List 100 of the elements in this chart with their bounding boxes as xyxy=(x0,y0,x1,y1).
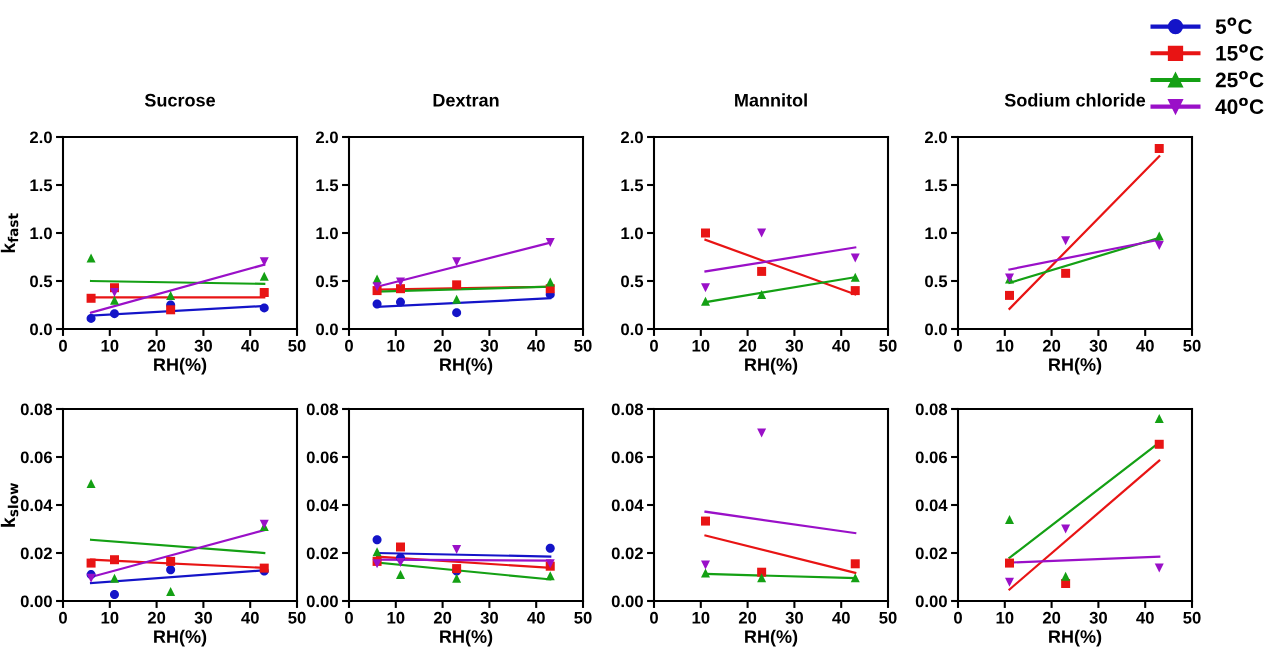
x-tick-label: 20 xyxy=(433,339,452,352)
y-tick-label: 0.08 xyxy=(611,403,644,416)
x-tick-label: 30 xyxy=(1089,339,1107,352)
x-tick-label: 40 xyxy=(1136,611,1154,624)
x-tick-label: 0 xyxy=(345,339,353,352)
x-tick-label: 0 xyxy=(650,611,658,624)
x-axis-title: RH(%) xyxy=(154,629,207,647)
y-tick-label: 0.02 xyxy=(306,547,338,560)
y-tick-label: 0.08 xyxy=(306,403,339,416)
legend-label: 40$^{o}$C xyxy=(1215,97,1264,115)
y-tick-label: 0.0 xyxy=(925,323,947,336)
x-tick-label: 20 xyxy=(738,339,757,352)
x-tick-label: 20 xyxy=(433,611,452,624)
legend-label: 15$^{o}$C xyxy=(1216,44,1264,61)
x-axis-title: RH(%) xyxy=(745,629,798,647)
y-tick-label: 1.0 xyxy=(30,227,52,240)
y-tick-label: 2.0 xyxy=(924,131,947,144)
x-tick-label: 10 xyxy=(996,339,1014,352)
x-tick-label: 10 xyxy=(692,611,710,624)
x-tick-label: 10 xyxy=(387,339,405,352)
y-tick-label: 2.0 xyxy=(29,131,52,144)
x-tick-label: 40 xyxy=(527,611,545,624)
x-tick-label: 30 xyxy=(194,611,212,624)
x-tick-label: 40 xyxy=(832,611,850,624)
x-tick-label: 20 xyxy=(738,611,757,624)
y-tick-label: 0.02 xyxy=(20,547,52,560)
y-axis-title: k$_{slow}$ xyxy=(0,482,19,527)
x-tick-label: 30 xyxy=(480,611,498,624)
y-tick-label: 0.5 xyxy=(925,275,948,288)
x-tick-label: 10 xyxy=(101,611,119,624)
x-axis-title: RH(%) xyxy=(1049,357,1102,375)
y-tick-label: 0.08 xyxy=(915,403,948,416)
x-tick-label: 30 xyxy=(1089,611,1107,624)
y-tick-label: 0.5 xyxy=(316,275,339,288)
x-tick-label: 0 xyxy=(59,611,67,624)
y-tick-label: 0.0 xyxy=(316,323,338,336)
x-tick-label: 50 xyxy=(1183,611,1201,624)
x-tick-label: 20 xyxy=(1042,611,1061,624)
x-tick-label: 40 xyxy=(527,339,545,352)
y-tick-label: 0.0 xyxy=(621,323,643,336)
x-tick-label: 0 xyxy=(954,611,962,624)
y-tick-label: 0.00 xyxy=(915,595,947,608)
x-tick-label: 10 xyxy=(996,611,1014,624)
y-tick-label: 0.00 xyxy=(306,595,338,608)
x-tick-label: 10 xyxy=(387,611,405,624)
y-tick-label: 0.00 xyxy=(611,595,643,608)
chart-title: Sodium chloride xyxy=(1004,93,1146,107)
x-tick-label: 30 xyxy=(785,339,803,352)
y-tick-label: 1.0 xyxy=(621,227,643,240)
y-tick-label: 1.0 xyxy=(316,227,338,240)
x-tick-label: 40 xyxy=(241,339,259,352)
x-tick-label: 0 xyxy=(650,339,658,352)
y-tick-label: 0.5 xyxy=(30,275,53,288)
y-tick-label: 0.00 xyxy=(20,595,52,608)
x-tick-label: 30 xyxy=(785,611,803,624)
x-axis-title: RH(%) xyxy=(745,357,798,375)
chart-title: Dextran xyxy=(433,94,499,107)
y-tick-label: 0.06 xyxy=(611,451,643,464)
x-tick-label: 20 xyxy=(147,611,166,624)
x-tick-label: 30 xyxy=(480,339,498,352)
y-tick-label: 1.5 xyxy=(925,179,948,192)
x-tick-label: 50 xyxy=(288,339,306,352)
y-tick-label: 2.0 xyxy=(620,131,643,144)
y-tick-label: 0.04 xyxy=(915,499,948,512)
x-tick-label: 40 xyxy=(832,339,850,352)
y-tick-label: 0.5 xyxy=(621,275,644,288)
x-tick-label: 0 xyxy=(59,339,67,352)
x-tick-label: 50 xyxy=(879,611,897,624)
x-tick-label: 50 xyxy=(1183,339,1201,352)
y-tick-label: 1.5 xyxy=(621,179,644,192)
y-tick-label: 1.5 xyxy=(30,179,53,192)
y-tick-label: 0.06 xyxy=(915,451,947,464)
x-tick-label: 20 xyxy=(1042,339,1061,352)
x-tick-label: 30 xyxy=(194,339,212,352)
x-tick-label: 10 xyxy=(101,339,119,352)
x-axis-title: RH(%) xyxy=(440,357,493,375)
legend-label: 5$^{o}$C xyxy=(1215,17,1252,34)
x-tick-label: 50 xyxy=(574,611,592,624)
y-tick-label: 0.08 xyxy=(20,403,53,416)
x-tick-label: 10 xyxy=(692,339,710,352)
y-tick-label: 2.0 xyxy=(315,131,338,144)
legend-label: 25$^{o}$C xyxy=(1215,71,1264,88)
x-tick-label: 40 xyxy=(241,611,259,624)
y-tick-label: 0.04 xyxy=(306,499,339,512)
x-tick-label: 0 xyxy=(345,611,353,624)
x-axis-title: RH(%) xyxy=(1049,629,1102,647)
y-tick-label: 0.06 xyxy=(20,451,52,464)
y-tick-label: 1.5 xyxy=(316,179,339,192)
x-tick-label: 0 xyxy=(954,339,962,352)
y-tick-label: 1.0 xyxy=(925,227,947,240)
y-tick-label: 0.04 xyxy=(20,499,53,512)
chart-title: Mannitol xyxy=(735,93,807,107)
x-axis-title: RH(%) xyxy=(440,629,493,647)
y-tick-label: 0.04 xyxy=(611,499,644,512)
y-tick-label: 0.02 xyxy=(915,547,947,560)
x-tick-label: 50 xyxy=(574,339,592,352)
x-tick-label: 50 xyxy=(288,611,306,624)
y-tick-label: 0.06 xyxy=(306,451,338,464)
x-axis-title: RH(%) xyxy=(154,357,207,375)
y-tick-label: 0.0 xyxy=(30,323,52,336)
